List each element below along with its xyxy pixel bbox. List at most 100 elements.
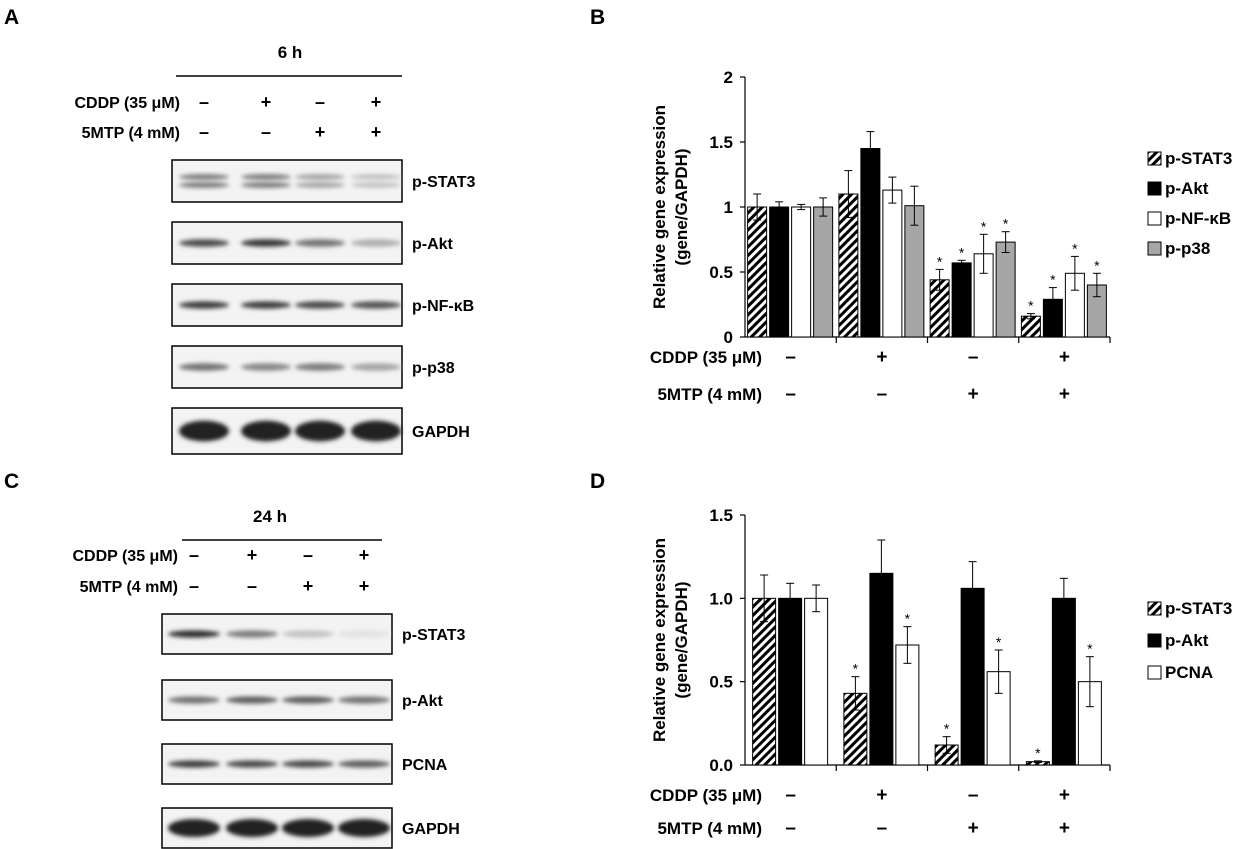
significance-marker: * (1050, 272, 1056, 288)
legend-label: p-NF-κB (1165, 209, 1231, 228)
blot-label: p-Akt (402, 693, 444, 710)
blot-band (226, 696, 278, 704)
legend-entry-pcna: PCNA (1147, 663, 1213, 682)
blot-label: GAPDH (402, 821, 460, 838)
blot-band (168, 819, 220, 837)
blot-frame (171, 159, 403, 203)
treatment-label-cddp-35-m: CDDP (35 μM) (74, 95, 180, 112)
legend-swatch (1147, 211, 1162, 226)
legend-entry-p-nf-b: p-NF-κB (1147, 209, 1231, 228)
blot-band (226, 760, 278, 768)
series-p-akt (778, 539, 1076, 766)
y-tick-label: 0.5 (709, 263, 733, 282)
treatment-sign: – (199, 122, 209, 142)
y-tick-label: 1 (724, 198, 733, 217)
blot-label: PCNA (402, 757, 448, 774)
legend-swatch (1147, 633, 1162, 648)
treatment-sign: + (876, 785, 887, 806)
blot-band (241, 363, 291, 371)
treatment-label-5mtp-4-mm: 5MTP (4 mM) (657, 819, 762, 838)
legend-label: PCNA (1165, 663, 1213, 682)
treatment-sign: – (189, 545, 199, 565)
y-tick-label: 1.5 (709, 506, 733, 525)
significance-marker: * (1035, 745, 1041, 761)
treatment-sign: – (785, 818, 796, 839)
blot-band (338, 696, 390, 704)
blot-label: p-STAT3 (412, 174, 476, 191)
blot-label: GAPDH (412, 424, 470, 441)
blot-band (351, 181, 401, 189)
legend-entry-p-stat3: p-STAT3 (1147, 599, 1232, 618)
blot-band (282, 630, 334, 638)
blot-band (338, 760, 390, 768)
y-tick-label: 0.5 (709, 673, 733, 692)
legend-entry-p-akt: p-Akt (1147, 631, 1209, 650)
blot-p-nf-b: p-NF-κB (171, 283, 474, 327)
legend-swatch (1147, 665, 1162, 680)
treatment-sign: + (1059, 347, 1070, 368)
legend-swatch (1147, 181, 1162, 196)
blot-band (241, 420, 291, 442)
treatment-sign: + (371, 92, 382, 112)
legend-label: p-STAT3 (1165, 149, 1232, 168)
treatment-sign: + (359, 576, 370, 596)
treatment-sign: + (968, 384, 979, 405)
blot-label: p-Akt (412, 236, 454, 253)
bar (860, 148, 881, 338)
treatment-sign: + (1059, 785, 1070, 806)
treatment-sign: – (247, 576, 257, 596)
treatment-sign: – (785, 785, 796, 806)
blot-band (351, 239, 401, 247)
blot-band (295, 239, 345, 247)
blot-band (295, 181, 345, 189)
significance-marker: * (1094, 257, 1100, 273)
treatment-label-5mtp-4-mm: 5MTP (4 mM) (657, 385, 762, 404)
treatment-sign: – (315, 92, 325, 112)
blot-p-stat3: p-STAT3 (161, 613, 466, 655)
y-tick-label: 2 (724, 68, 733, 87)
treatment-sign: – (877, 818, 888, 839)
series-p-stat3: * * * (752, 574, 1050, 766)
y-tick-label: 1.5 (709, 133, 733, 152)
legend-swatch (1147, 241, 1162, 256)
legend-label: p-Akt (1165, 179, 1209, 198)
treatment-sign: + (261, 92, 272, 112)
bar (778, 597, 803, 766)
bar (813, 206, 834, 338)
y-axis-label: Relative gene expression (gene/GAPDH) (650, 105, 691, 309)
blot-band (282, 819, 334, 837)
panel-letter-d: D (590, 470, 605, 493)
treatment-sign: – (261, 122, 271, 142)
treatment-sign: + (315, 122, 326, 142)
legend-label: p-p38 (1165, 239, 1210, 258)
blot-band (179, 181, 229, 189)
y-axis-label: Relative gene expression (gene/GAPDH) (650, 538, 691, 742)
bar-chart-panel-d: 0.0 0.5 1.0 1.5 Relative gene expression (gen… (650, 506, 1232, 839)
treatment-sign: – (785, 384, 796, 405)
legend-entry-p-stat3: p-STAT3 (1147, 149, 1232, 168)
blot-band (241, 181, 291, 189)
blot-label: p-NF-κB (412, 298, 474, 315)
blot-label: p-p38 (412, 360, 455, 377)
blot-band (226, 819, 278, 837)
bar (1051, 597, 1076, 766)
treatment-sign: – (189, 576, 199, 596)
legend-entry-p-p38: p-p38 (1147, 239, 1210, 258)
panel-letter-a: A (4, 6, 19, 29)
treatment-label-cddp-35-m: CDDP (35 μM) (650, 348, 762, 367)
bar (951, 262, 972, 338)
blot-band (295, 363, 345, 371)
blot-p-stat3: p-STAT3 (171, 159, 476, 203)
treatment-sign: + (359, 545, 370, 565)
significance-marker: * (1003, 216, 1009, 232)
bar (752, 597, 777, 766)
bar (769, 206, 790, 338)
treatment-sign: – (785, 347, 796, 368)
bar (747, 206, 768, 338)
western-blot-panel-a: 6 h CDDP (35 μM) – + – +5MTP (4 mM) – – + + p-STAT… (74, 43, 476, 455)
y-tick-label: 1.0 (709, 589, 733, 608)
significance-marker: * (1028, 298, 1034, 314)
blot-gapdh: GAPDH (161, 807, 460, 849)
treatment-label-5mtp-4-mm: 5MTP (4 mM) (80, 579, 178, 596)
